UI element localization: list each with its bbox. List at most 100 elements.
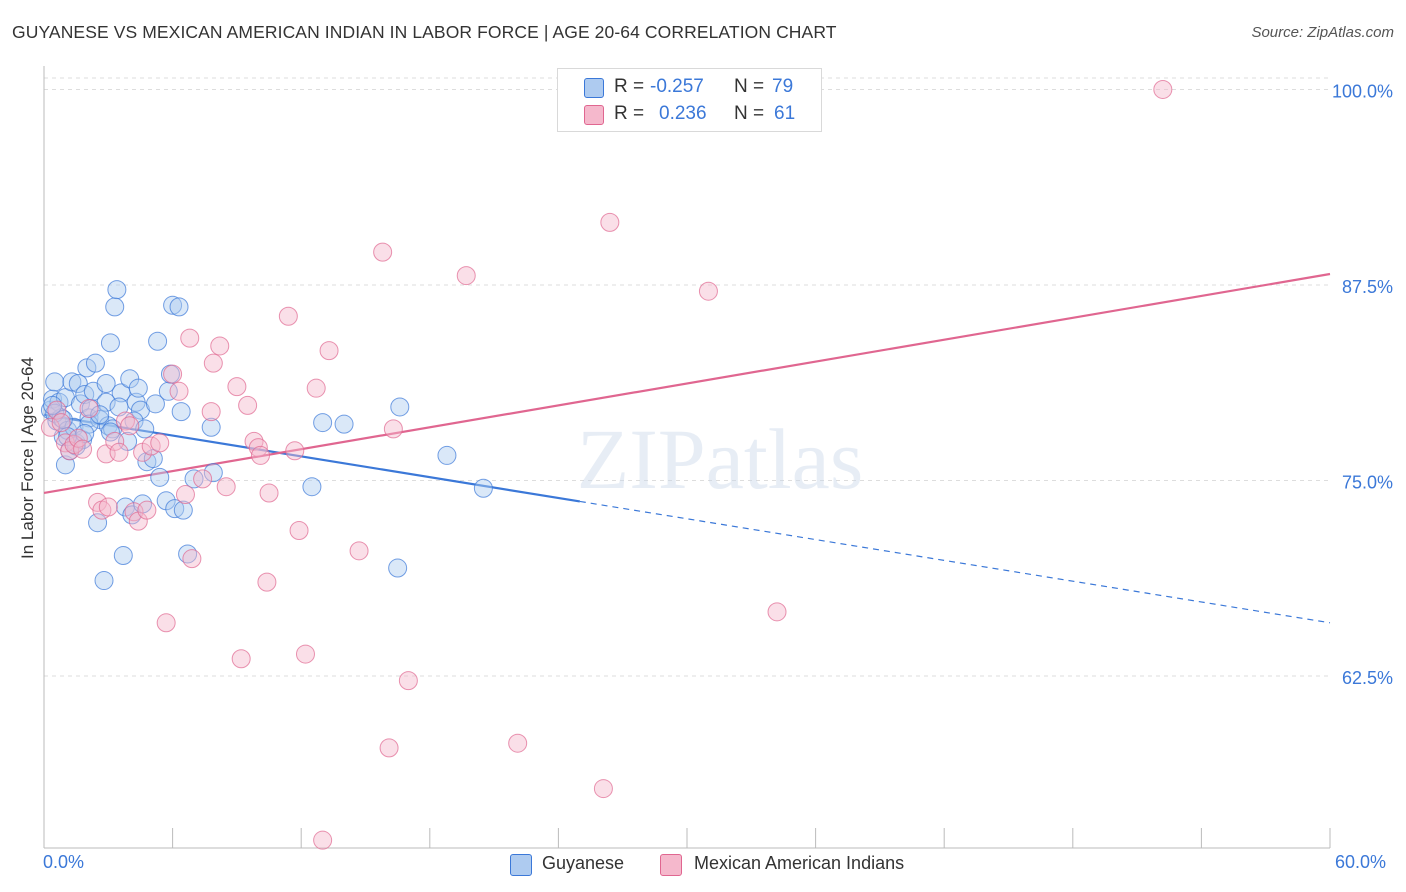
x-tick-label-min: 0.0% [43,852,85,872]
mexican-point [68,428,88,448]
guyanese-point [96,373,116,393]
guyanese-swatch [584,78,604,98]
mexican-point [105,431,125,451]
mexican-point [201,402,221,422]
mexican-point [175,485,195,505]
mexican-point [349,541,369,561]
guyanese-trend-extension [579,500,1331,624]
guyanese-point [94,571,114,591]
guyanese-point [302,477,322,497]
guyanese-point [70,394,90,414]
guyanese-point [163,295,183,315]
mexican-point [238,395,258,415]
mexican-point [285,441,305,461]
mexican-point [306,378,326,398]
guyanese-point [100,333,120,353]
bottom-legend-mexican-swatch [660,854,682,876]
mexican-point [109,442,129,462]
guyanese-point [390,397,410,417]
mexican-point [313,830,333,850]
mexican-point [295,644,315,664]
mexican-r-label: R = [614,103,645,124]
guyanese-n-value: 79 [772,76,794,97]
source-credit: Source: ZipAtlas.com [1251,24,1394,41]
y-tick-labels: 62.5% 75.0% 87.5% 100.0% [1332,81,1393,688]
mexican-point [180,328,200,348]
guyanese-point [55,455,75,475]
guyanese-trend-line [43,413,581,503]
mexican-point [163,364,183,384]
mexican-point [767,602,787,622]
guyanese-point [100,422,120,442]
guyanese-point [173,500,193,520]
guyanese-point [313,413,333,433]
guyanese-point [88,513,108,533]
guyanese-point [203,463,223,483]
guyanese-point [77,358,97,378]
mexican-point [257,572,277,592]
guyanese-point [62,372,82,392]
mexican-point [51,413,71,433]
mexican-point [289,521,309,541]
bottom-legend-mexican-label: Mexican American Indians [694,853,905,873]
chart-title: GUYANESE VS MEXICAN AMERICAN INDIAN IN L… [12,22,837,42]
guyanese-point [79,414,99,434]
x-tick-label-max: 60.0% [1335,852,1387,872]
guyanese-point [109,397,129,417]
mexican-point [47,400,67,420]
guyanese-point [148,331,168,351]
guyanese-n-label: N = [734,76,765,97]
mexican-point [210,336,230,356]
mexican-point [319,341,339,361]
bottom-legend-guyanese-swatch [510,854,532,876]
mexican-point [182,549,202,569]
correlation-legend: R = -0.257 N = 79 R = 0.236 N = 61 [557,68,822,132]
mexican-swatch [584,105,604,125]
mexican-point [193,469,213,489]
mexican-point [73,439,93,459]
guyanese-point [135,419,155,439]
mexican-point [593,779,613,799]
guyanese-point [90,405,110,425]
guyanese-point [45,372,65,392]
mexican-point [120,416,140,436]
legend-row-mexican: R = 0.236 N = 61 [558,101,821,129]
guyanese-r-value: -0.257 [650,76,704,97]
mexican-point [373,242,393,262]
guyanese-point [169,297,189,317]
guyanese-point [107,280,127,300]
mexican-n-label: N = [734,103,765,124]
mexican-point [250,445,270,465]
mexican-point [98,497,118,517]
guyanese-point [437,445,457,465]
mexican-point [203,353,223,373]
mexican-point [216,477,236,497]
mexican-point [508,733,528,753]
guyanese-point [105,297,125,317]
guyanese-point [96,392,116,412]
mexican-point [698,281,718,301]
mexican-point [79,399,99,419]
mexican-point [456,266,476,286]
mexican-point [259,483,279,503]
guyanese-r-label: R = [614,76,645,97]
mexican-point [398,671,418,691]
mexican-point [1153,79,1173,99]
bottom-legend-guyanese-label: Guyanese [542,853,625,873]
watermark: ZIPatlas [577,411,864,507]
guyanese-point [388,558,408,578]
guyanese-point [145,394,165,414]
mexican-point [278,306,298,326]
y-tick-label: 100.0% [1332,81,1393,101]
y-tick-label: 87.5% [1342,277,1393,297]
guyanese-point [473,478,493,498]
guyanese-point [113,546,133,566]
mexican-point [137,500,157,520]
mexican-point [150,433,170,453]
mexican-point [383,419,403,439]
data-points [40,79,1173,850]
mexican-point [248,438,268,458]
guyanese-point [334,414,354,434]
guyanese-point [150,467,170,487]
